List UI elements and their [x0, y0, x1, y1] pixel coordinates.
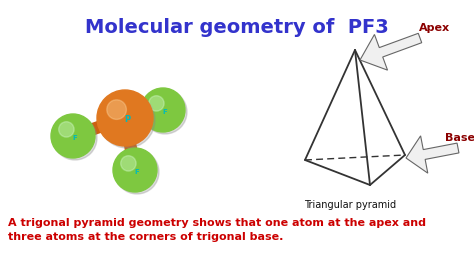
Text: Molecular geometry of  PF3: Molecular geometry of PF3: [85, 18, 389, 37]
Text: A trigonal pyramid geometry shows that one atom at the apex and: A trigonal pyramid geometry shows that o…: [8, 218, 426, 228]
Circle shape: [59, 122, 74, 137]
Text: F: F: [73, 135, 77, 141]
Text: three atoms at the corners of trigonal base.: three atoms at the corners of trigonal b…: [8, 232, 283, 242]
Circle shape: [51, 114, 95, 158]
Circle shape: [121, 156, 136, 171]
Circle shape: [99, 92, 155, 148]
Text: P: P: [124, 115, 130, 124]
Text: Apex: Apex: [419, 23, 451, 33]
Circle shape: [97, 90, 153, 146]
Text: Base: Base: [445, 133, 474, 143]
Polygon shape: [406, 136, 459, 173]
Circle shape: [107, 100, 127, 119]
Polygon shape: [360, 33, 422, 70]
Circle shape: [141, 88, 185, 132]
Text: Triangular pyramid: Triangular pyramid: [304, 200, 396, 210]
Text: F: F: [135, 169, 139, 175]
Circle shape: [143, 90, 187, 134]
Circle shape: [113, 148, 157, 192]
Circle shape: [115, 150, 159, 194]
Text: F: F: [163, 109, 167, 115]
Circle shape: [149, 96, 164, 111]
Circle shape: [53, 116, 97, 160]
